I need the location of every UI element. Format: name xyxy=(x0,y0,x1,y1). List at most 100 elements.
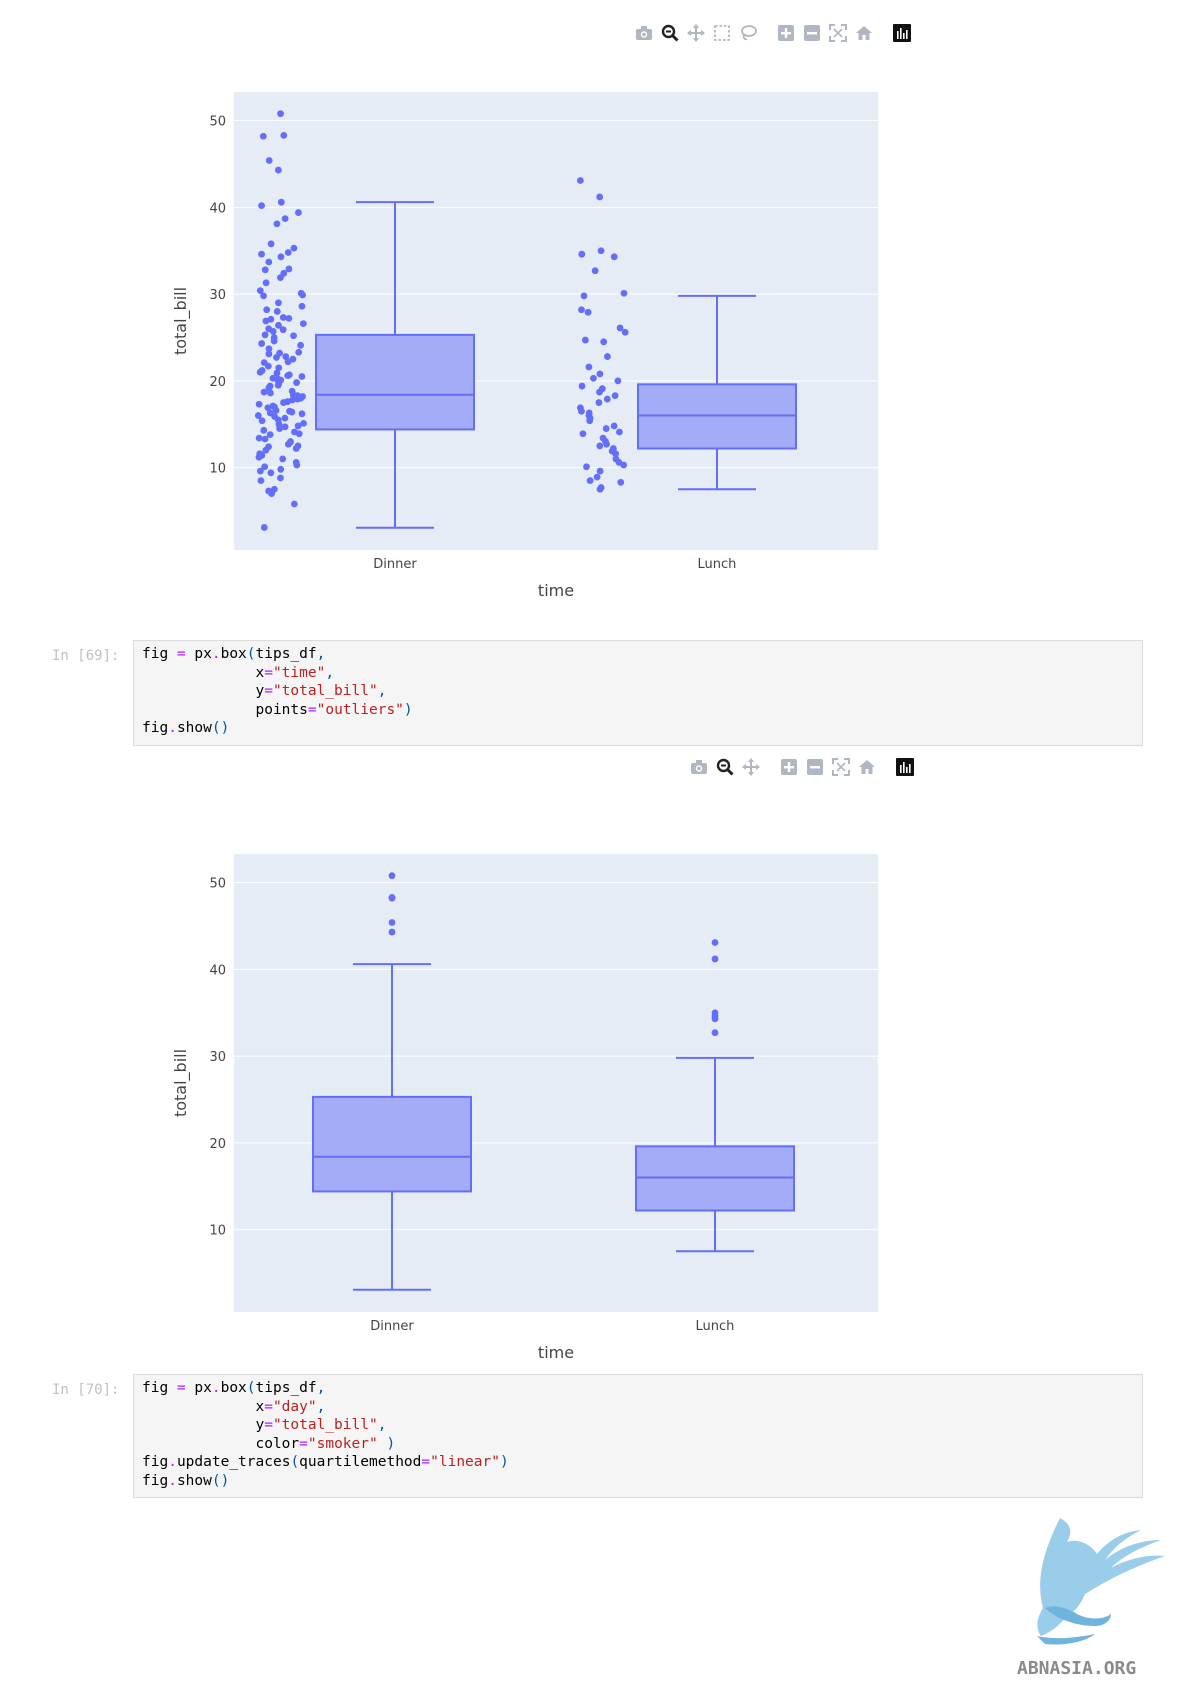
lasso-button[interactable] xyxy=(735,22,761,44)
zoom-out-button[interactable] xyxy=(799,22,825,44)
data-point[interactable] xyxy=(267,469,275,477)
data-point[interactable] xyxy=(281,423,289,431)
data-point[interactable] xyxy=(280,399,287,406)
data-point[interactable] xyxy=(596,485,604,493)
data-point[interactable] xyxy=(277,253,285,261)
data-point[interactable] xyxy=(299,320,307,328)
plotly-logo-button[interactable] xyxy=(892,756,918,778)
data-point[interactable] xyxy=(260,426,268,434)
data-point[interactable] xyxy=(298,302,306,310)
data-point[interactable] xyxy=(290,244,298,252)
data-point[interactable] xyxy=(277,110,284,118)
data-point[interactable] xyxy=(274,166,282,174)
data-point[interactable] xyxy=(261,435,269,443)
data-point[interactable] xyxy=(275,321,282,329)
data-point[interactable] xyxy=(266,431,274,439)
chart-canvas[interactable]: 10 20 30 40 50 Dinner Lunch time total_bill xyxy=(0,0,1190,600)
zoom-button[interactable] xyxy=(657,22,683,44)
box-trace-dinner[interactable] xyxy=(254,110,475,531)
data-point[interactable] xyxy=(279,326,287,334)
data-point[interactable] xyxy=(284,440,292,448)
data-point[interactable] xyxy=(255,453,263,461)
data-point[interactable] xyxy=(621,328,629,336)
data-point[interactable] xyxy=(294,395,301,403)
data-point[interactable] xyxy=(388,919,396,926)
reset-home-button[interactable] xyxy=(854,756,880,778)
zoom-button[interactable] xyxy=(712,756,738,778)
data-point[interactable] xyxy=(284,249,292,256)
data-point[interactable] xyxy=(578,306,585,314)
data-point[interactable] xyxy=(265,345,273,353)
data-point[interactable] xyxy=(258,340,266,347)
iqr-box[interactable] xyxy=(312,1095,472,1193)
data-point[interactable] xyxy=(578,250,586,258)
data-point[interactable] xyxy=(261,266,269,274)
data-point[interactable] xyxy=(603,395,611,403)
data-point[interactable] xyxy=(265,384,273,392)
data-point[interactable] xyxy=(263,306,271,314)
data-point[interactable] xyxy=(260,524,268,531)
data-point[interactable] xyxy=(272,406,280,414)
pan-button[interactable] xyxy=(683,22,709,44)
data-point[interactable] xyxy=(279,455,287,463)
data-point[interactable] xyxy=(262,446,270,454)
data-point[interactable] xyxy=(293,461,301,469)
code-input[interactable]: fig = px.box(tips_df, x="time", y="total… xyxy=(133,640,1143,746)
data-point[interactable] xyxy=(617,478,625,486)
data-point[interactable] xyxy=(711,939,719,946)
data-point[interactable] xyxy=(603,440,610,448)
data-point[interactable] xyxy=(612,450,620,458)
plot-area[interactable] xyxy=(234,854,878,1312)
data-point[interactable] xyxy=(264,362,272,370)
autoscale-button[interactable] xyxy=(828,756,854,778)
plotly-logo-button[interactable] xyxy=(889,22,915,44)
data-point[interactable] xyxy=(277,465,285,473)
data-point[interactable] xyxy=(262,279,270,287)
data-point[interactable] xyxy=(596,442,604,450)
data-point[interactable] xyxy=(265,157,273,164)
data-point[interactable] xyxy=(586,417,594,425)
data-point[interactable] xyxy=(290,332,297,340)
data-point[interactable] xyxy=(293,379,300,386)
data-point[interactable] xyxy=(388,894,396,902)
data-point[interactable] xyxy=(581,336,589,344)
box-select-button[interactable] xyxy=(709,22,735,44)
data-point[interactable] xyxy=(282,353,290,360)
data-point[interactable] xyxy=(273,308,281,315)
data-point[interactable] xyxy=(604,353,611,360)
data-point[interactable] xyxy=(596,467,604,475)
data-point[interactable] xyxy=(260,292,267,300)
data-point[interactable] xyxy=(292,445,300,452)
data-point[interactable] xyxy=(298,410,306,418)
data-point[interactable] xyxy=(580,292,588,300)
data-point[interactable] xyxy=(258,417,266,425)
data-point[interactable] xyxy=(273,369,281,377)
data-point[interactable] xyxy=(583,463,590,471)
data-point[interactable] xyxy=(269,374,277,382)
data-point[interactable] xyxy=(596,370,604,378)
data-point[interactable] xyxy=(262,317,270,325)
zoom-in-button[interactable] xyxy=(773,22,799,44)
data-point[interactable] xyxy=(297,341,305,349)
data-point[interactable] xyxy=(277,474,284,482)
data-point[interactable] xyxy=(275,299,282,307)
data-point[interactable] xyxy=(256,467,264,475)
data-point[interactable] xyxy=(595,399,603,406)
data-point[interactable] xyxy=(261,331,269,339)
data-point[interactable] xyxy=(267,389,274,397)
data-point[interactable] xyxy=(275,364,283,372)
autoscale-button[interactable] xyxy=(825,22,851,44)
data-point[interactable] xyxy=(290,500,298,508)
code-input[interactable]: fig = px.box(tips_df, x="day", y="total_… xyxy=(133,1374,1143,1498)
box-trace-dinner[interactable] xyxy=(312,872,472,1291)
data-point[interactable] xyxy=(586,477,594,485)
data-point[interactable] xyxy=(284,358,292,366)
data-point[interactable] xyxy=(260,388,268,396)
data-point[interactable] xyxy=(590,374,597,382)
camera-button[interactable] xyxy=(686,756,712,778)
data-point[interactable] xyxy=(277,198,285,206)
data-point[interactable] xyxy=(711,1015,719,1023)
box-plot-all-points[interactable]: 10 20 30 40 50 Dinner Lunch time total_bill xyxy=(0,0,1190,600)
data-point[interactable] xyxy=(258,250,265,258)
data-point[interactable] xyxy=(285,314,293,322)
